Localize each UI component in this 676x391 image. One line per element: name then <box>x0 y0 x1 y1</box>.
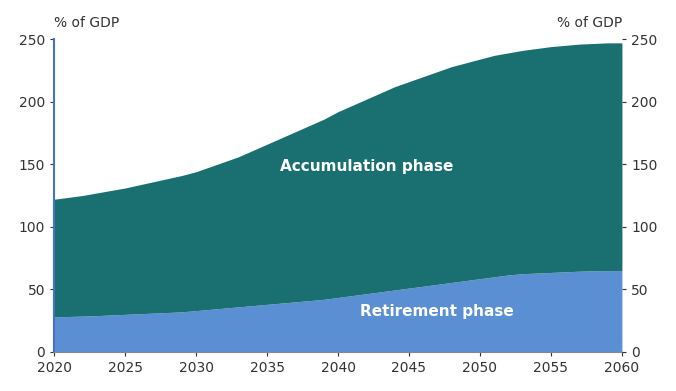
Text: % of GDP: % of GDP <box>54 16 120 30</box>
Text: Accumulation phase: Accumulation phase <box>280 159 453 174</box>
Text: Retirement phase: Retirement phase <box>360 304 514 319</box>
Text: % of GDP: % of GDP <box>556 16 622 30</box>
